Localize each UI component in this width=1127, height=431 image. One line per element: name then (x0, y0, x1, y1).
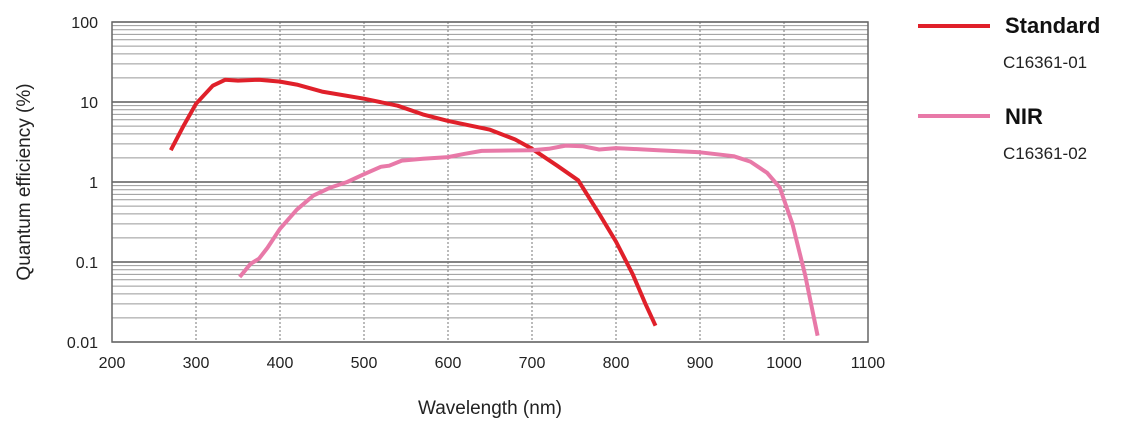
x-tick-label: 1100 (851, 355, 886, 372)
x-tick-label: 1000 (766, 355, 802, 372)
series-line-standard (169, 77, 658, 327)
x-tick-label: 800 (603, 355, 630, 372)
y-tick-label: 10 (80, 95, 98, 112)
legend-sub-nir: C16361-02 (1003, 144, 1087, 163)
legend-label-standard: Standard (1005, 13, 1100, 38)
x-tick-label: 300 (183, 355, 210, 372)
y-tick-label: 1 (89, 175, 98, 192)
y-tick-label: 100 (71, 15, 98, 32)
legend-label-nir: NIR (1005, 104, 1043, 129)
ticks: 200 300 400 500 600 700 800 900 1000 11000.010.11… (67, 15, 885, 372)
x-tick-label: 700 (519, 355, 546, 372)
y-tick-label: 0.1 (76, 255, 98, 272)
legend-sub-standard: C16361-01 (1003, 53, 1087, 72)
x-axis-label: Wavelength (nm) (418, 398, 562, 419)
y-axis-label: Quantum efficiency (%) (14, 83, 35, 280)
plot-frame (111, 21, 869, 343)
y-tick-label: 0.01 (67, 335, 98, 352)
x-tick-label: 900 (687, 355, 714, 372)
grid (111, 21, 869, 343)
x-tick-label: 400 (267, 355, 294, 372)
legend: Standard C16361-01 NIR C16361-02 (918, 13, 1100, 163)
series-lines (169, 77, 820, 337)
series-line-nir (238, 143, 820, 337)
x-tick-label: 500 (351, 355, 378, 372)
x-tick-label: 600 (435, 355, 462, 372)
x-tick-label: 200 (99, 355, 126, 372)
